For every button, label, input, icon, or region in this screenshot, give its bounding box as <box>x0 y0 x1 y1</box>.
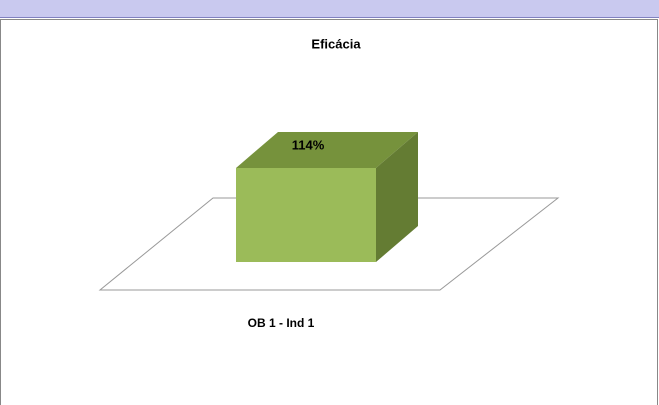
data-label: 114% <box>292 137 325 152</box>
header-band <box>0 0 659 17</box>
bar-side <box>376 131 418 262</box>
chart-title: Eficácia <box>311 36 361 51</box>
bar-top <box>236 131 418 168</box>
bar-front <box>236 167 376 262</box>
x-tick-label: OB 1 - Ind 1 <box>248 316 315 330</box>
